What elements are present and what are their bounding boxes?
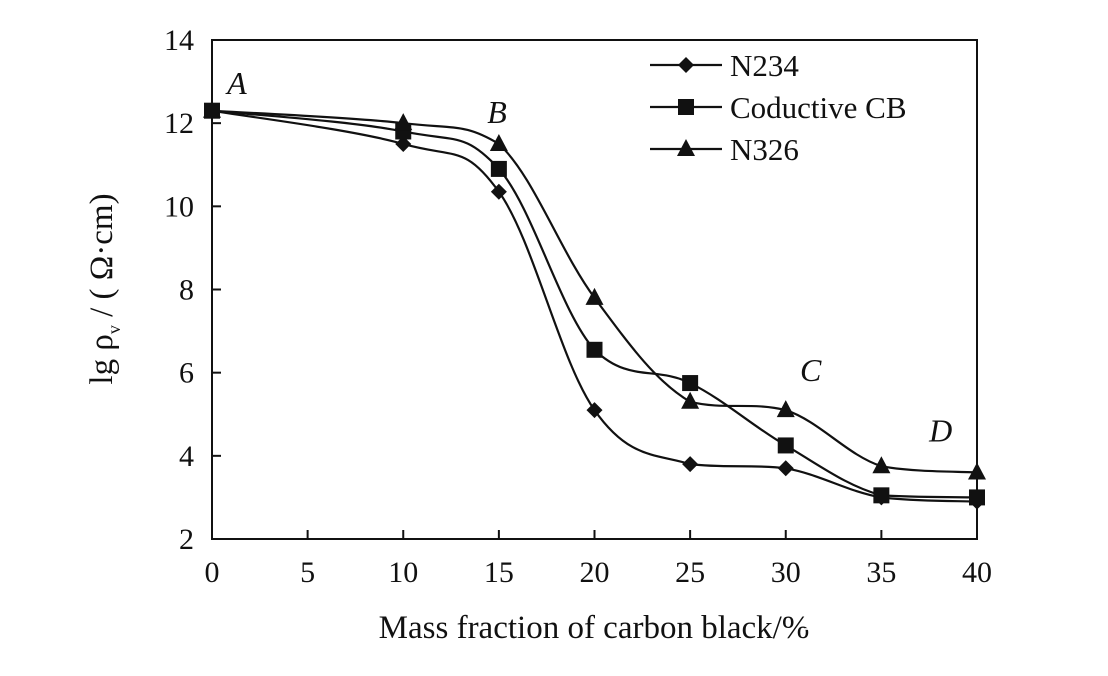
y-tick-label: 8 — [179, 274, 194, 307]
data-point-n234 — [682, 456, 699, 473]
data-point-n326 — [681, 391, 700, 409]
annotation-d: D — [928, 412, 952, 448]
watermark: 知乎 @JLE君凌聚合物 — [804, 614, 1078, 647]
x-tick-label: 25 — [675, 556, 705, 589]
data-point-n326 — [968, 462, 986, 480]
annotation-a: A — [225, 65, 247, 101]
y-tick-label: 6 — [179, 357, 194, 390]
data-point-n326 — [203, 100, 221, 118]
data-point-n234 — [777, 460, 794, 477]
y-axis-title: lg ρv / ( Ω·cm) — [84, 193, 124, 384]
x-tick-label: 30 — [771, 556, 801, 589]
annotation-c: C — [800, 352, 822, 388]
x-tick-label: 15 — [484, 556, 514, 589]
series-n326 — [203, 100, 986, 480]
y-tick-label: 14 — [164, 24, 194, 57]
data-point-n326 — [394, 113, 413, 131]
x-tick-label: 0 — [205, 556, 220, 589]
data-point-n326 — [489, 133, 508, 151]
legend-label-coductive-cb: Coductive CB — [730, 90, 907, 125]
y-axis-title-main: lg ρ — [84, 334, 120, 384]
y-axis-title-unit: / ( Ω·cm) — [84, 193, 120, 325]
x-axis-ticks: 0 5 10 15 20 25 30 35 40 — [205, 530, 992, 589]
data-point-n234 — [395, 135, 412, 152]
series-n234 — [204, 102, 985, 510]
y-tick-label: 12 — [164, 107, 194, 140]
legend-label-n326: N326 — [730, 132, 799, 167]
series-coductive-cb — [204, 102, 985, 506]
data-point-coductive-cb — [873, 487, 890, 504]
data-point-n234 — [490, 183, 507, 200]
x-tick-label: 5 — [300, 556, 315, 589]
y-axis-ticks: 2 4 6 8 10 12 14 — [164, 24, 221, 556]
x-tick-label: 40 — [962, 556, 992, 589]
y-tick-label: 10 — [164, 190, 194, 223]
x-tick-label: 20 — [580, 556, 610, 589]
data-point-coductive-cb — [586, 341, 603, 358]
data-point-coductive-cb — [682, 375, 699, 392]
y-axis-title-sub: v — [104, 325, 124, 334]
x-tick-label: 35 — [866, 556, 896, 589]
data-point-n326 — [872, 456, 891, 474]
x-axis-title: Mass fraction of carbon black/% — [379, 610, 810, 646]
data-point-coductive-cb — [969, 489, 985, 506]
legend-marker-n234 — [678, 57, 694, 73]
legend-marker-n326 — [677, 139, 695, 156]
data-point-n326 — [585, 287, 604, 305]
legend: N234 Coductive CB N326 — [650, 48, 907, 167]
y-tick-label: 2 — [179, 523, 194, 556]
series-line-n234 — [211, 109, 978, 503]
data-point-n234 — [586, 402, 603, 419]
x-tick-label: 10 — [388, 556, 418, 589]
legend-label-n234: N234 — [730, 48, 799, 83]
legend-marker-coductive-cb — [678, 99, 694, 115]
y-tick-label: 4 — [179, 440, 194, 473]
series-layer — [203, 100, 986, 510]
annotation-b: B — [487, 94, 507, 130]
data-point-n326 — [776, 400, 795, 418]
data-point-coductive-cb — [777, 437, 794, 454]
annotation-layer: A B C D — [225, 65, 952, 448]
data-point-coductive-cb — [490, 160, 507, 177]
